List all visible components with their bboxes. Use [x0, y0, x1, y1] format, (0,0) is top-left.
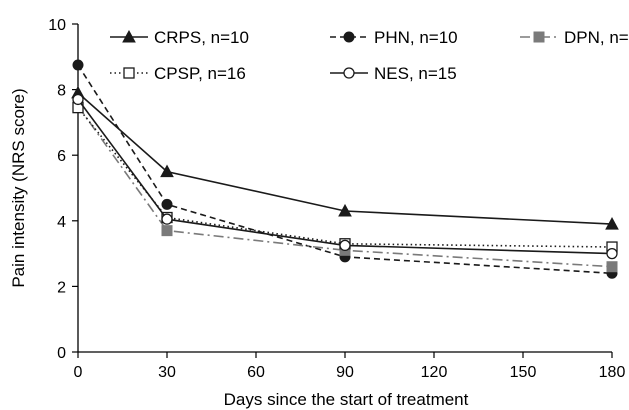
legend-label: NES, n=15: [374, 64, 457, 83]
legend: CRPS, n=10 PHN, n=10 DPN, n=7 CPSP, n=16 NES…: [110, 28, 629, 83]
series-nes: [72, 93, 618, 260]
series-crps: [71, 85, 619, 230]
x-axis-label: Days since the start of treatment: [224, 390, 469, 409]
legend-label: PHN, n=10: [374, 28, 458, 47]
legend-marker: [343, 31, 355, 43]
legend-item-crps: CRPS, n=10: [110, 28, 249, 47]
legend-marker: [123, 67, 135, 79]
data-point-crps: [160, 164, 174, 178]
y-axis-label: Pain intensity (NRS score): [9, 88, 28, 287]
legend-marker: [122, 29, 136, 43]
data-point-dpn: [606, 261, 618, 273]
data-point-nes: [339, 239, 351, 252]
legend-label: CRPS, n=10: [154, 28, 249, 47]
x-axis-ticks: 0 30 60 90 120 150 180: [74, 352, 626, 381]
y-axis-ticks: 0 2 4 6 8 10: [48, 17, 78, 362]
y-tick-label: 2: [57, 279, 66, 296]
series-line-nes: [77, 98, 613, 255]
data-point-crps: [605, 217, 619, 230]
legend-item-cpsp: CPSP, n=16: [110, 64, 246, 83]
y-tick-label: 6: [57, 148, 66, 165]
series-phn: [72, 59, 618, 279]
data-point-nes: [606, 247, 618, 260]
series-line-phn: [77, 64, 613, 275]
x-tick-label: 0: [74, 364, 83, 381]
x-tick-label: 60: [247, 364, 265, 381]
y-tick-label: 0: [57, 345, 66, 362]
legend-item-nes: NES, n=15: [330, 64, 457, 83]
series-layer: [71, 59, 619, 279]
legend-item-phn: PHN, n=10: [330, 28, 458, 47]
series-line-crps: [77, 92, 613, 225]
x-tick-label: 120: [421, 364, 448, 381]
x-tick-label: 30: [158, 364, 176, 381]
y-tick-label: 8: [57, 83, 66, 100]
x-tick-label: 150: [510, 364, 537, 381]
x-tick-label: 90: [336, 364, 354, 381]
series-line-cpsp: [77, 107, 613, 248]
data-point-nes: [161, 213, 173, 225]
legend-item-dpn: DPN, n=7: [520, 28, 629, 47]
data-point-crps: [338, 203, 352, 217]
x-tick-label: 180: [599, 364, 626, 381]
y-tick-label: 4: [57, 214, 66, 231]
legend-label: CPSP, n=16: [154, 64, 246, 83]
data-point-phn: [72, 59, 84, 71]
series-cpsp: [72, 101, 618, 253]
data-point-dpn: [161, 225, 173, 237]
series-line-dpn: [77, 105, 613, 268]
data-point-nes: [72, 93, 84, 106]
data-point-phn: [161, 198, 173, 210]
y-tick-label: 10: [48, 17, 66, 34]
legend-label: DPN, n=7: [564, 28, 629, 47]
legend-marker: [533, 31, 545, 43]
legend-marker: [343, 67, 355, 79]
